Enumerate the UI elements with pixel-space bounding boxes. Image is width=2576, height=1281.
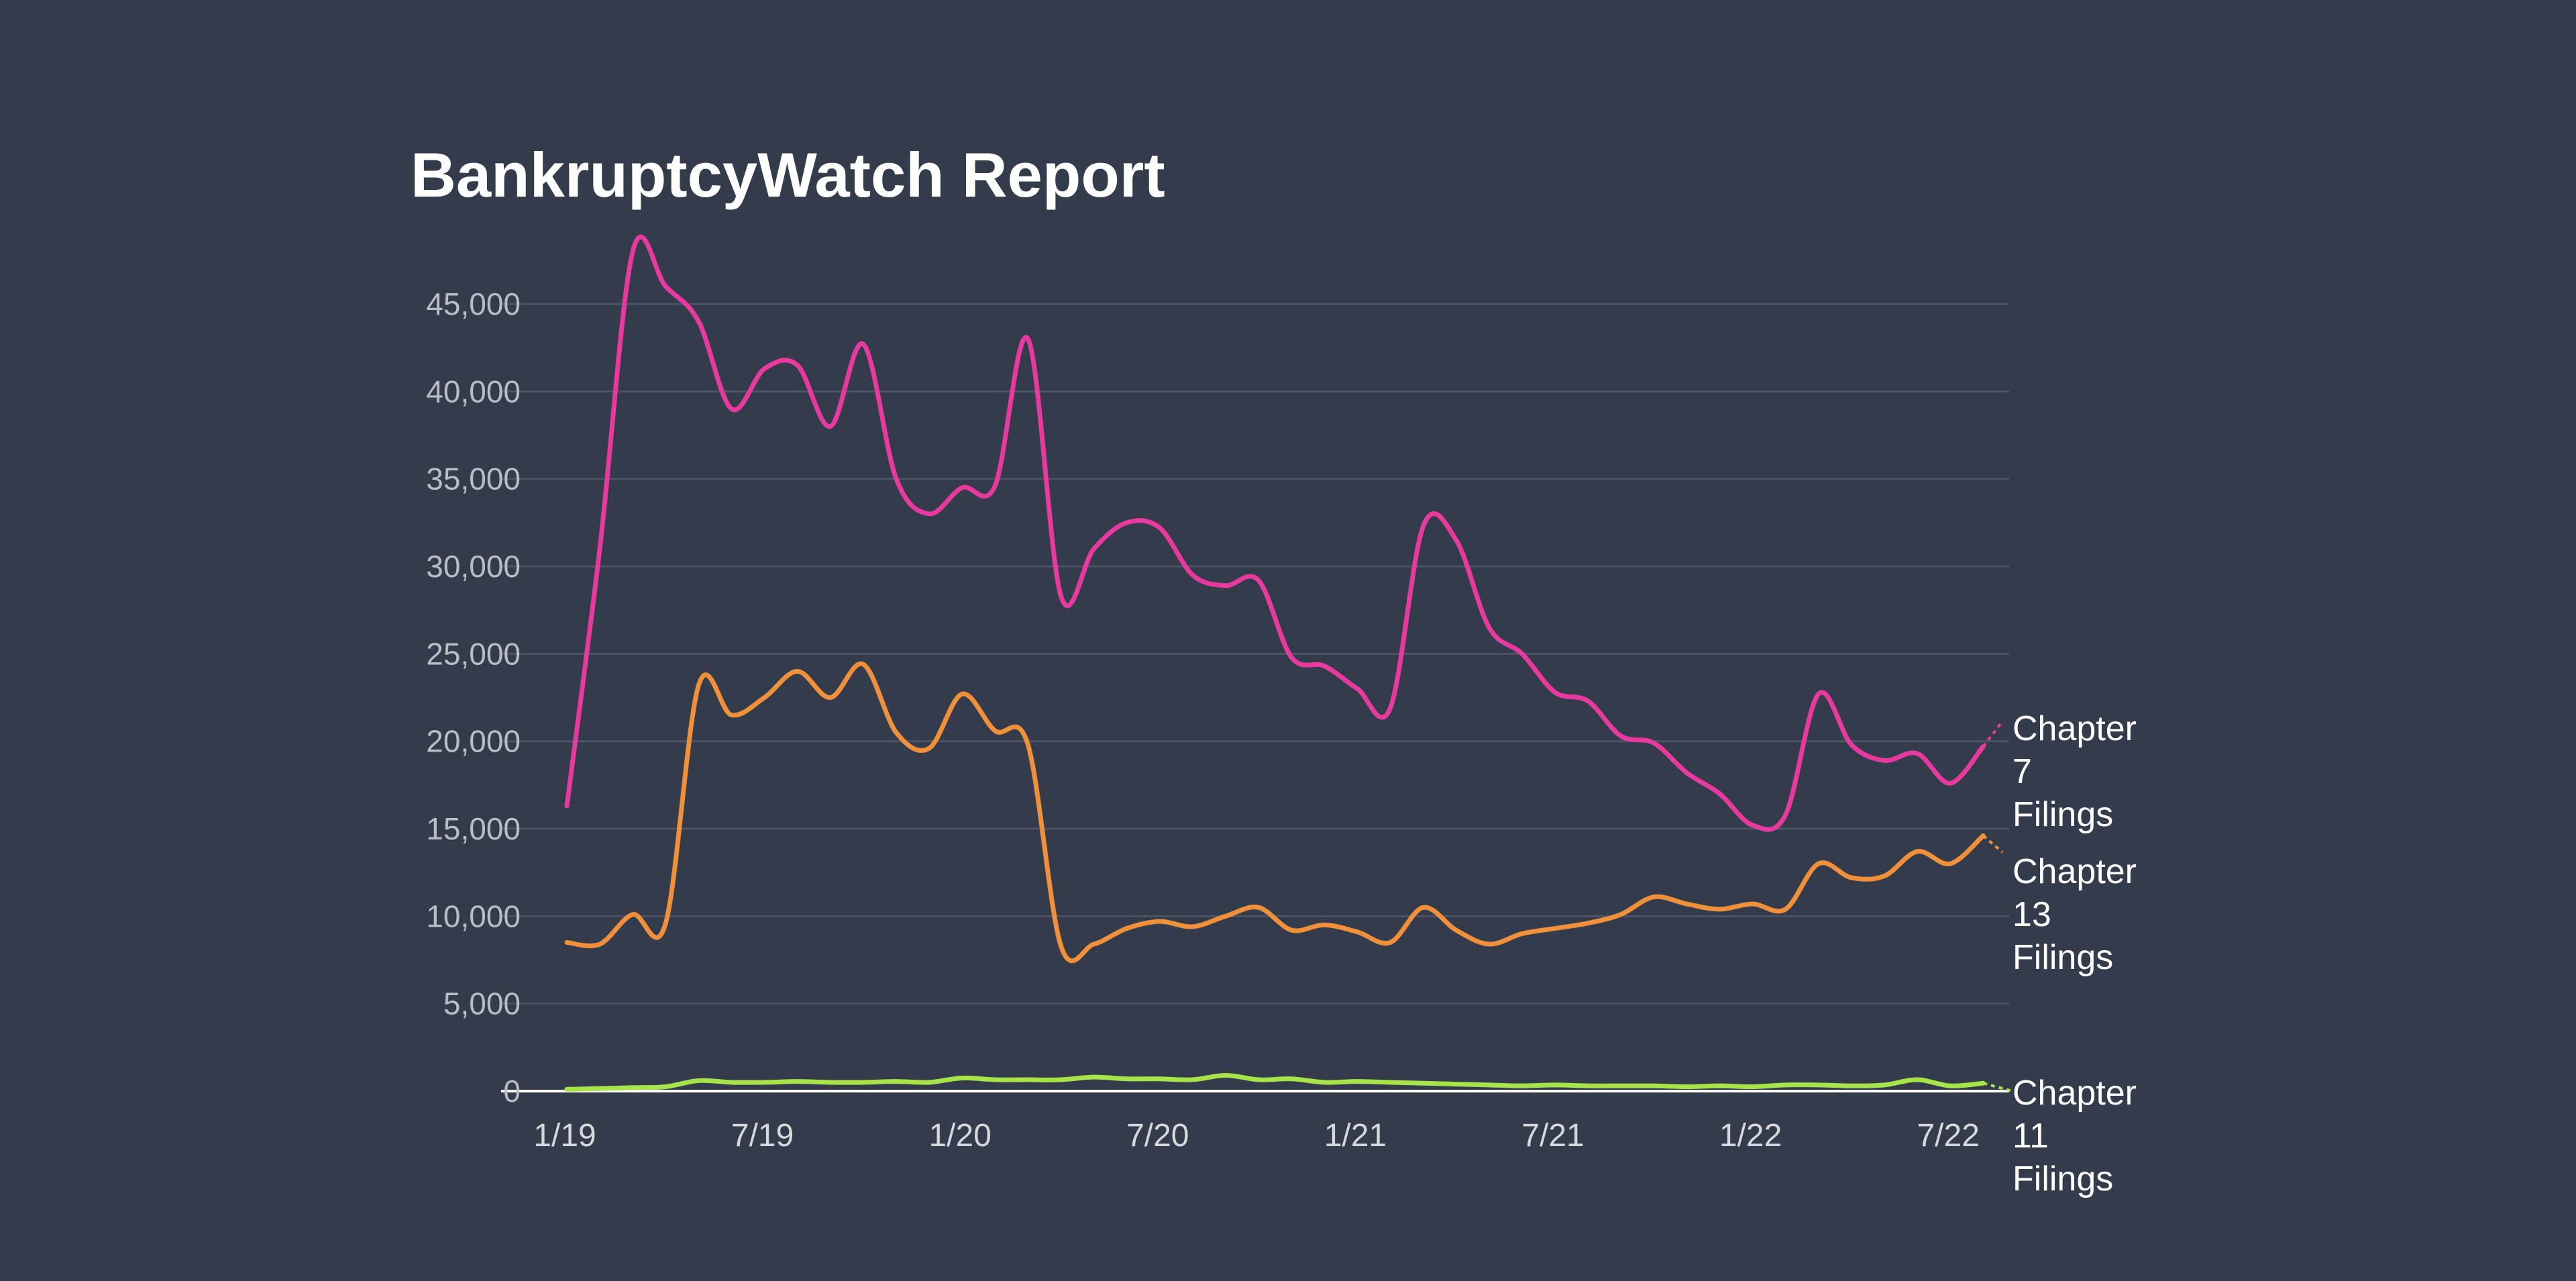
series-label-line: 7 (2012, 752, 2032, 791)
series-line (564, 1073, 1986, 1092)
series-label-line: Chapter (2012, 709, 2137, 748)
series-label-line: Filings (2012, 795, 2113, 834)
series-label-line: Chapter (2012, 852, 2137, 891)
y-tick-label: 5,000 (443, 986, 521, 1021)
label-connector (1982, 834, 2004, 854)
x-tick-label: 7/19 (731, 1118, 794, 1154)
y-tick-label: 35,000 (426, 462, 521, 497)
gridlines (501, 303, 2009, 1092)
y-tick-label: 25,000 (426, 636, 521, 671)
y-tick-label: 30,000 (426, 549, 521, 584)
x-tick-label: 7/21 (1521, 1118, 1584, 1154)
series-label-line: Chapter (2012, 1074, 2137, 1113)
x-tick-label: 1/20 (928, 1118, 991, 1154)
series-lines (564, 234, 2013, 1092)
y-tick-label: 0 (503, 1074, 521, 1109)
series-end-labels: Chapter 7 Filings Chapter 13 Filings Chapter 11… (2012, 709, 2137, 1198)
series-label-line: Filings (2012, 1160, 2113, 1198)
chart-title: BankruptcyWatch Report (411, 140, 1165, 210)
series-label: Chapter 13 Filings (2012, 852, 2137, 977)
y-tick-label: 15,000 (426, 811, 521, 846)
x-tick-label: 7/22 (1917, 1118, 1979, 1154)
x-tick-label: 1/21 (1324, 1118, 1387, 1154)
series-line (564, 661, 1986, 964)
x-tick-label: 1/22 (1719, 1118, 1782, 1154)
x-tick-label: 7/20 (1126, 1118, 1189, 1154)
series-label-line: 11 (2012, 1117, 2049, 1156)
x-axis-ticks: 1/19 7/19 1/20 7/20 1/21 7/21 1/22 7/22 (533, 1118, 1980, 1154)
series-label: Chapter 7 Filings (2012, 709, 2137, 834)
y-axis-ticks: 0 5,000 10,000 15,000 20,000 25,000 30,000 35,0… (426, 287, 521, 1109)
series-line (564, 234, 1986, 832)
series-label-line: 13 (2012, 895, 2051, 934)
x-tick-label: 1/19 (533, 1118, 596, 1154)
label-connector (1982, 1082, 2013, 1092)
y-tick-label: 10,000 (426, 899, 521, 933)
y-tick-label: 20,000 (426, 724, 521, 759)
label-connector (1982, 720, 2004, 748)
series-label: Chapter 11 Filings (2012, 1074, 2137, 1198)
series-label-line: Filings (2012, 938, 2113, 977)
y-tick-label: 45,000 (426, 287, 521, 321)
y-tick-label: 40,000 (426, 374, 521, 409)
